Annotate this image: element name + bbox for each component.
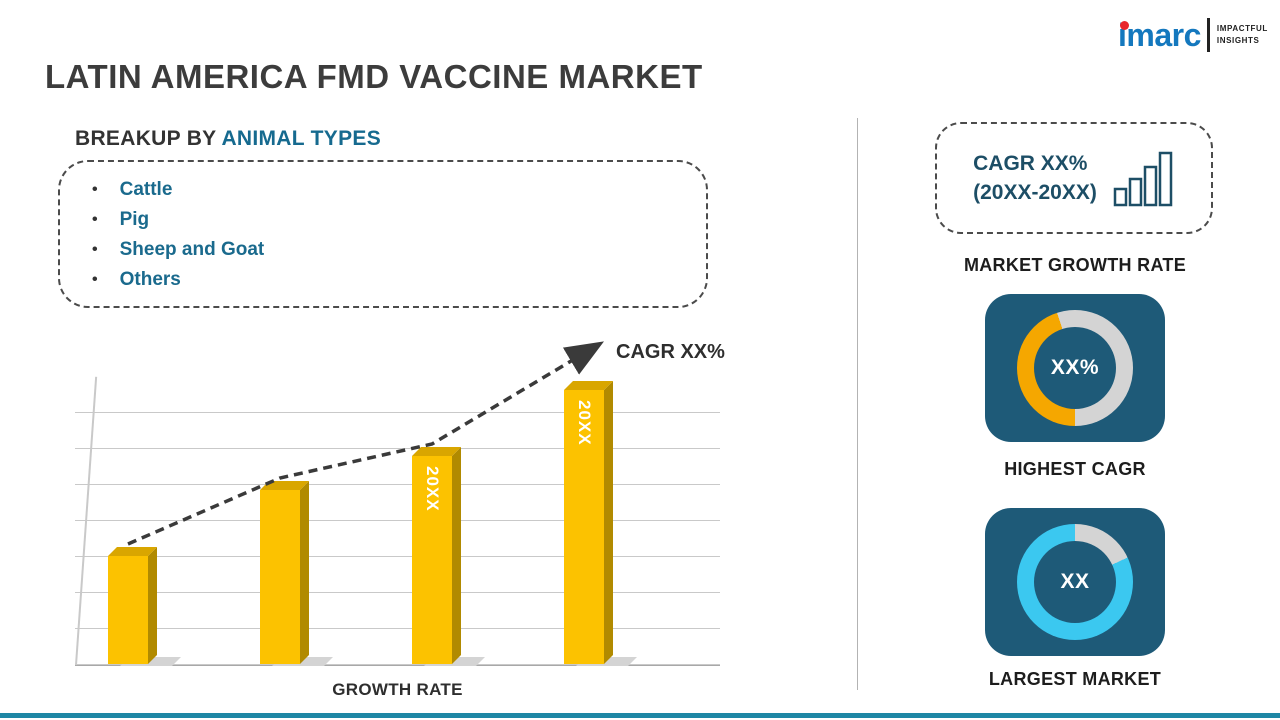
animal-types-box: • Cattle • Pig • Sheep and Goat • Others [58,160,708,308]
largest-market-label: LARGEST MARKET [988,669,1162,689]
chart-xlabel: GROWTH RATE [332,680,463,699]
logo-dot-icon [1120,21,1129,30]
logo-divider [1206,18,1210,52]
animal-type-item: • Sheep and Goat [92,239,265,260]
animal-type-item: • Cattle [92,179,173,200]
breakup-heading: BREAKUP BY ANIMAL TYPES [75,127,381,151]
largest-market-tile: XX [985,508,1165,656]
imarc-logo: imarc IMPACTFUL INSIGHTS [1118,18,1268,52]
growth-box-line1: CAGR XX% [973,151,1088,175]
bar-chart-plot: 20XX 20XX [75,377,720,666]
market-growth-rate-box: CAGR XX% (20XX-20XX) [935,122,1213,234]
bar-3: 20XX [412,447,485,666]
animal-types-list: • Cattle • Pig • Sheep and Goat • Others [60,162,706,295]
donut-hole: XX [1034,541,1116,623]
vertical-divider [857,118,858,690]
logo-tagline: IMPACTFUL INSIGHTS [1217,23,1268,46]
donut-hole: XX% [1034,327,1116,409]
page-title: LATIN AMERICA FMD VACCINE MARKET [45,58,703,95]
logo-tagline-line2: INSIGHTS [1216,36,1260,45]
bar-label: 20XX [575,400,594,446]
chart-annotation: CAGR XX% [616,341,725,363]
largest-market-value: XX [1060,570,1090,593]
bar-1 [108,547,181,666]
highest-cagr-tile: XX% [985,294,1165,442]
largest-market-donut-icon: XX [1017,524,1133,640]
growth-box-line2: (20XX-20XX) [973,181,1097,204]
highest-cagr-label: HIGHEST CAGR [1004,459,1146,479]
footer-accent-bar [0,713,1280,718]
animal-type-item: • Pig [92,209,150,230]
highest-cagr-donut-icon: XX% [1017,310,1133,426]
logo-brand-word: imarc [1118,17,1201,53]
bar-4: 20XX [564,381,637,666]
market-growth-rate-label: MARKET GROWTH RATE [963,255,1187,275]
animal-type-item: • Others [92,269,181,290]
bar-label: 20XX [423,466,442,512]
highest-cagr-value: XX% [1050,356,1100,379]
growth-chart-icon [1113,151,1173,207]
imarc-logo-text: imarc [1118,19,1201,51]
logo-tagline-line1: IMPACTFUL [1216,24,1268,34]
breakup-heading-highlight: ANIMAL TYPES [221,127,382,150]
growth-box-text: CAGR XX% (20XX-20XX) [973,149,1097,208]
breakup-heading-prefix: BREAKUP BY [75,127,222,150]
bar-2 [260,481,333,666]
